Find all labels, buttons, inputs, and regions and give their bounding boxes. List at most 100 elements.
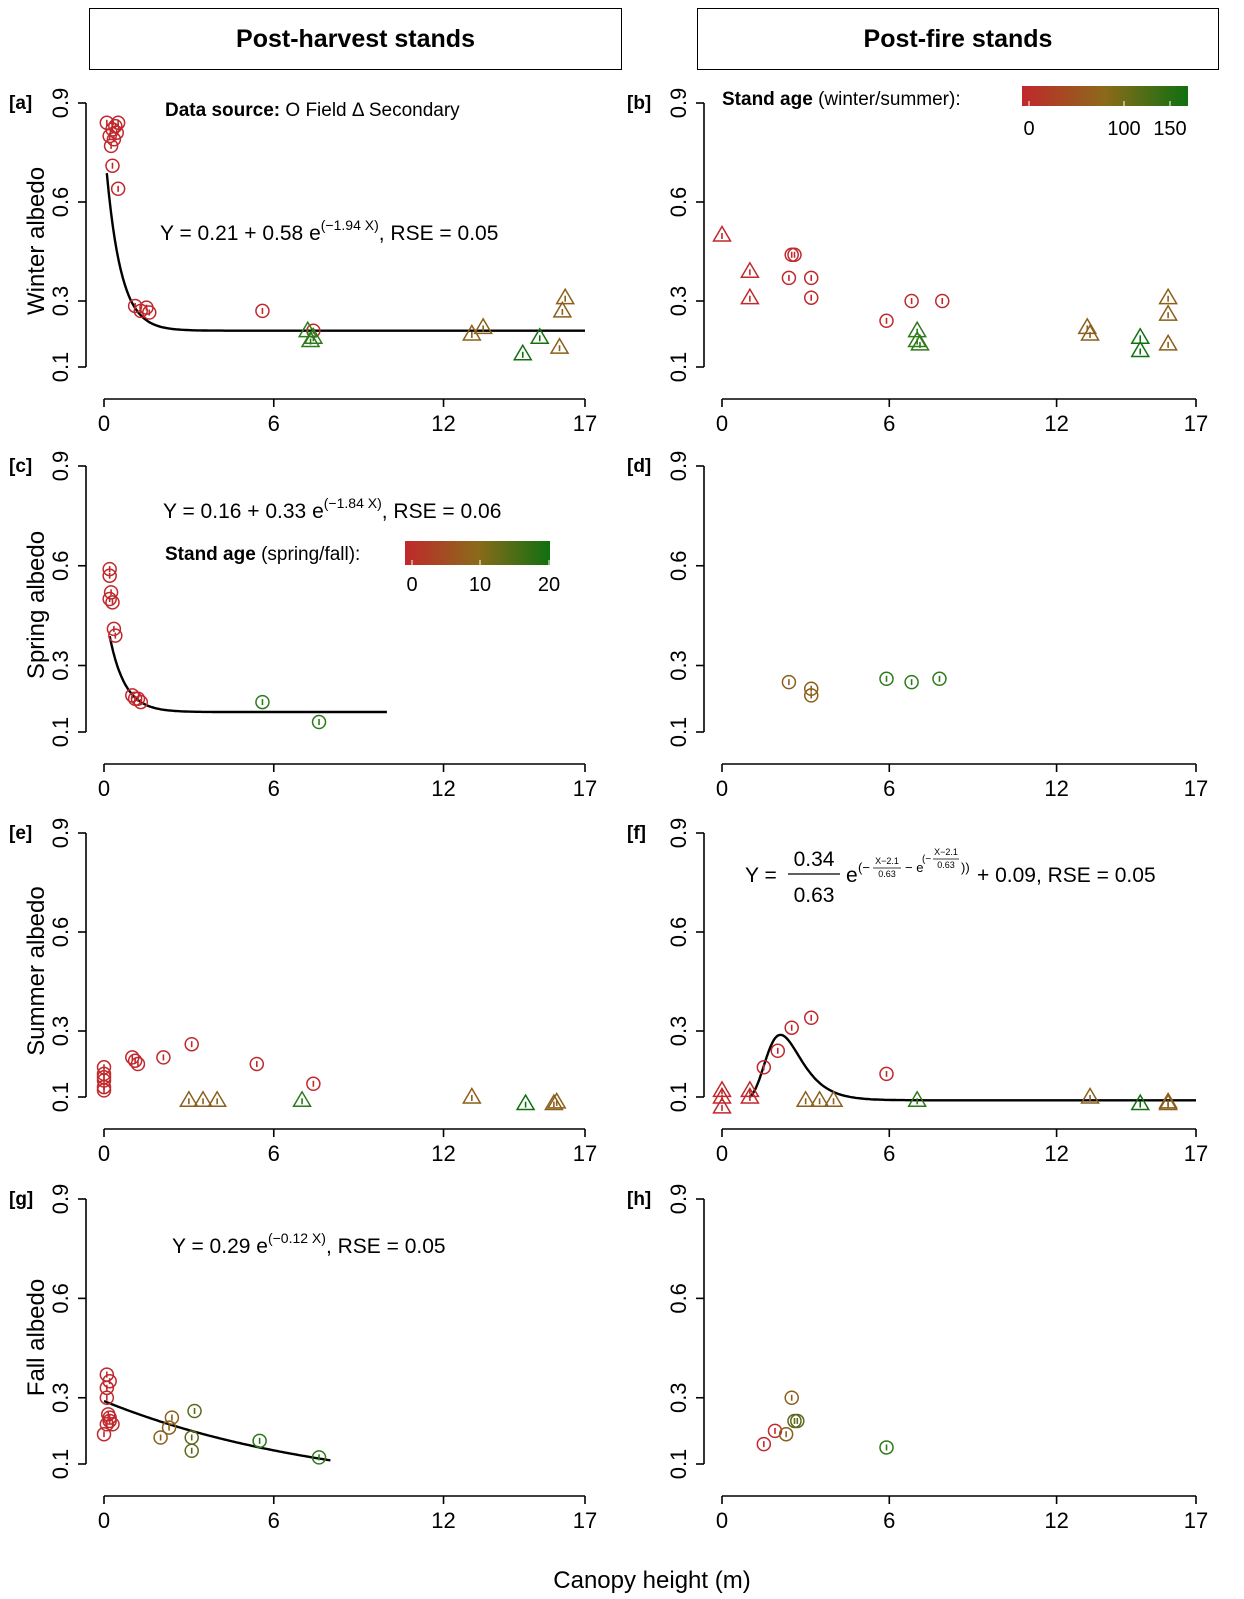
data-point	[552, 300, 573, 318]
panel-label: [d]	[627, 456, 651, 477]
data-point	[756, 1436, 772, 1452]
age-colorbar-winter-summer	[1022, 86, 1188, 106]
panel-label: [c]	[9, 456, 32, 477]
panel-g: 0.1 0.3 0.6 0.9 0 6 12 17 [g] Fall albedo Y = 0.29…	[9, 1184, 597, 1533]
y-tick-label: 0.9	[666, 1184, 691, 1215]
data-point	[555, 287, 576, 305]
data-point	[803, 270, 819, 286]
data-point	[252, 1433, 267, 1449]
data-point	[96, 1079, 112, 1095]
y-tick-label: 0.1	[48, 1082, 73, 1113]
x-tick-label: 6	[268, 411, 280, 436]
data-point	[249, 1056, 265, 1072]
data-point	[99, 1417, 115, 1432]
panel-label: [f]	[627, 823, 646, 844]
y-tick-label: 0.3	[666, 650, 691, 681]
exp-close: ))	[961, 860, 970, 875]
data-point	[770, 1043, 786, 1059]
x-tick-label: 0	[716, 1141, 728, 1166]
data-point	[153, 1430, 168, 1445]
x-tick-label: 6	[268, 776, 280, 801]
data-point	[712, 225, 732, 242]
post-fire-header: Post-fire stands	[697, 8, 1219, 70]
y-tick-label: 0.1	[666, 352, 691, 383]
data-point	[1158, 287, 1178, 305]
data-point	[106, 621, 122, 637]
y-axis-label: Fall albedo	[23, 1279, 50, 1396]
y-tick-label: 0.9	[666, 451, 691, 482]
data-point	[932, 671, 947, 687]
x-tick-label: 0	[716, 411, 728, 436]
equation: Y = 0.16 + 0.33 e(−1.84 X), RSE = 0.06	[163, 495, 501, 523]
y-tick-label: 0.1	[666, 717, 691, 748]
data-point	[1130, 1093, 1151, 1111]
data-point	[303, 327, 324, 344]
panel-f: 0.10.30.60.90 6 12 17[f]Y =0.340.63e (− X−2.1…	[627, 818, 1208, 1166]
equation: Y =0.340.63e (− X−2.10.63− e(−X−2.10.63)) +…	[745, 847, 1156, 907]
data-point	[904, 293, 919, 309]
data-point	[306, 1076, 321, 1092]
y-tick-label: 0.1	[666, 1082, 691, 1113]
x-tick-label: 0	[98, 776, 110, 801]
data-point	[515, 1093, 536, 1111]
x-tick-label: 12	[431, 1508, 455, 1533]
y-tick-label: 0.6	[666, 917, 691, 948]
y-tick-label: 0.6	[666, 187, 691, 218]
y-tick-label: 0.3	[48, 286, 73, 317]
data-point	[110, 181, 126, 197]
x-tick-label: 0	[98, 1141, 110, 1166]
data-point	[108, 628, 123, 643]
x-tick-label: 6	[883, 776, 895, 801]
colorbar-tick-label: 150	[1153, 118, 1186, 140]
data-point	[1130, 340, 1151, 358]
colorbar-tick-label: 0	[406, 574, 417, 596]
data-point	[512, 343, 533, 361]
y-tick-label: 0.6	[48, 917, 73, 948]
data-point	[99, 1380, 115, 1396]
panel-b: 0.1 0.3 0.6 0.9 0 6 12 17 [b]	[627, 88, 1208, 436]
data-point	[803, 1010, 819, 1026]
data-point	[292, 1090, 312, 1107]
data-point	[130, 691, 146, 706]
y-tick-label: 0.3	[666, 1382, 691, 1413]
colorbar-tick-label: 10	[469, 574, 491, 596]
y-tick-label: 0.3	[666, 1016, 691, 1047]
x-tick-label: 6	[883, 1141, 895, 1166]
y-tick-label: 0.1	[48, 717, 73, 748]
x-tick-label: 6	[883, 411, 895, 436]
colorbar-tick-label: 100	[1107, 118, 1140, 140]
data-point	[133, 694, 149, 710]
x-tick-label: 17	[573, 1141, 597, 1166]
x-tick-label: 12	[431, 1141, 455, 1166]
y-tick-label: 0.3	[48, 650, 73, 681]
data-point	[96, 1083, 112, 1098]
panel-c: 0.1 0.3 0.6 0.9 0 6 12 17 [c] Spring albedo Y = 0.…	[9, 451, 597, 801]
x-tick-label: 17	[1184, 1508, 1208, 1533]
data-point	[462, 1087, 482, 1104]
y-tick-label: 0.9	[48, 88, 73, 119]
x-tick-label: 17	[1184, 776, 1208, 801]
y-tick-label: 0.6	[666, 1283, 691, 1314]
x-tick-label: 17	[1184, 411, 1208, 436]
y-tick-label: 0.9	[666, 818, 691, 849]
equation-base: e	[846, 864, 858, 887]
data-point	[110, 115, 126, 131]
data-point	[102, 1410, 117, 1425]
exp-open: (−	[858, 860, 870, 875]
equation-denominator: 0.63	[794, 884, 835, 907]
data-point	[787, 247, 802, 263]
data-point	[96, 1426, 112, 1442]
y-tick-label: 0.6	[666, 550, 691, 581]
data-point	[712, 1096, 732, 1114]
panel-label: [a]	[9, 93, 32, 114]
x-tick-label: 17	[573, 1508, 597, 1533]
data-point	[778, 1426, 794, 1442]
data-point	[1080, 1087, 1100, 1104]
data-point	[311, 714, 327, 730]
data-point	[103, 138, 119, 154]
x-tick-label: 6	[268, 1508, 280, 1533]
panel-label: [e]	[9, 823, 32, 844]
y-tick-label: 0.1	[48, 1449, 73, 1480]
exp2-open: (−	[922, 854, 931, 865]
data-point	[156, 1050, 171, 1065]
